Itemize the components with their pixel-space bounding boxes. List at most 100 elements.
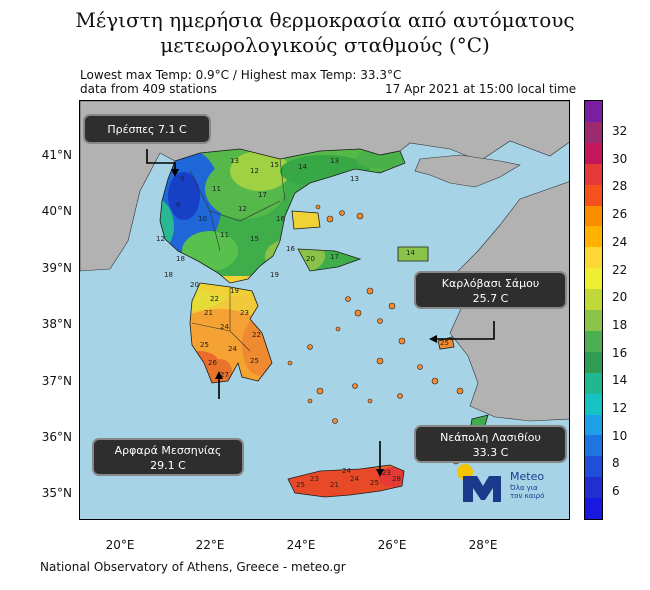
station-value: 23 <box>240 309 249 317</box>
station-values: 13 12 11 15 9 8 14 10 17 12 11 16 13 15 … <box>156 157 449 489</box>
station-value: 25 <box>250 357 259 365</box>
meteo-logo: Meteo Όλα για τον καιρό <box>455 462 565 507</box>
colorbar-tick-label: 28 <box>612 179 628 194</box>
meteo-logo-icon <box>457 464 501 502</box>
colorbar-tick-label: 32 <box>612 124 628 138</box>
lat-tick-label: 40°N <box>41 204 72 218</box>
lat-tick-label: 41°N <box>41 148 72 162</box>
callout-leader-lines <box>146 149 495 471</box>
station-value: 18 <box>164 271 173 279</box>
colorbar-segment <box>585 247 602 269</box>
colorbar-tick-label: 18 <box>612 317 628 332</box>
colorbar-tick-label: 12 <box>612 401 628 415</box>
colorbar-tick-label: 24 <box>612 234 628 249</box>
callout-neapoli-temp: 33.3 C <box>472 446 509 459</box>
colorbar-tick-label: 26 <box>612 207 628 222</box>
callout-neapoli-station: Νεάπολη Λασιθίου <box>440 431 541 444</box>
lon-tick-label: 20°E <box>105 538 135 552</box>
station-value: 24 <box>342 467 351 475</box>
colorbar-segment <box>585 330 602 353</box>
station-value: 13 <box>330 157 339 165</box>
station-value: 14 <box>406 249 415 257</box>
lon-tick-label: 26°E <box>377 538 407 552</box>
lat-tick-label: 37°N <box>41 374 72 388</box>
colorbar-segment <box>585 205 602 227</box>
colorbar-segment <box>585 121 602 144</box>
map-title-line-1: Μέγιστη ημερήσια θερμοκρασία από αυτόματ… <box>75 8 575 32</box>
colorbar-segment <box>585 393 602 415</box>
colorbar-tick-label: 6 <box>612 484 620 499</box>
station-value: 23 <box>382 469 391 477</box>
region-boundaries <box>189 158 286 352</box>
callout-arfara-station: Αρφαρά Μεσσηνίας <box>114 444 222 457</box>
map-title-line-2: μετεωρολογικούς σταθμούς (°C) <box>160 33 490 57</box>
station-value: 10 <box>198 215 207 223</box>
colorbar-tick-label: 14 <box>612 373 628 388</box>
station-value: 25 <box>440 339 449 347</box>
station-value: 8 <box>176 201 180 209</box>
station-value: 17 <box>258 191 267 199</box>
lat-tick-label: 36°N <box>41 430 72 444</box>
station-value: 16 <box>276 215 285 223</box>
station-value: 22 <box>252 331 261 339</box>
station-value: 20 <box>190 281 199 289</box>
station-value: 15 <box>270 161 279 169</box>
colorbar-tick-label: 20 <box>612 290 628 305</box>
leader-arrowheads <box>171 169 437 477</box>
datetime-text: 17 Apr 2021 at 15:00 local time <box>385 82 577 96</box>
lat-tick-label: 35°N <box>41 486 72 500</box>
station-value: 27 <box>220 371 229 379</box>
colorbar-segment <box>585 310 602 332</box>
station-value: 11 <box>220 231 229 239</box>
colorbar-segment <box>585 226 602 248</box>
colorbar-segment <box>585 435 602 457</box>
colorbar-segment <box>585 372 602 395</box>
station-value: 25 <box>296 481 305 489</box>
lon-tick-label: 24°E <box>286 538 316 552</box>
station-value: 25 <box>370 479 379 487</box>
colorbar-segment <box>585 289 602 311</box>
lon-tick-label: 28°E <box>468 538 498 552</box>
meteo-logo-word: Meteo <box>510 470 545 483</box>
colorbar-segment <box>585 498 602 520</box>
callout-karlovasi-temp: 25.7 C <box>472 292 509 305</box>
colorbar-segment <box>585 456 602 478</box>
stations-count-text: data from 409 stations <box>80 82 217 96</box>
station-value: 11 <box>212 185 221 193</box>
station-value: 12 <box>156 235 165 243</box>
station-value: 24 <box>228 345 237 353</box>
colorbar-segment <box>585 184 602 206</box>
colorbar-tick-label: 8 <box>612 456 620 471</box>
station-value: 28 <box>392 475 401 483</box>
station-value: 24 <box>350 475 359 483</box>
meteo-logo-tagline: Όλα για τον καιρό <box>510 484 545 500</box>
colorbar-segment <box>585 268 602 290</box>
station-value: 24 <box>220 323 229 331</box>
station-value: 22 <box>210 295 219 303</box>
callout-neapoli: Νεάπολη Λασιθίου 33.3 C <box>414 425 567 463</box>
colorbar-tick-label: 16 <box>612 345 628 360</box>
station-value: 21 <box>204 309 213 317</box>
lat-tick-label: 38°N <box>41 317 72 331</box>
footer-credit: National Observatory of Athens, Greece -… <box>40 560 346 574</box>
callout-arfara: Αρφαρά Μεσσηνίας 29.1 C <box>92 438 244 476</box>
callout-karlovasi: Καρλόβασι Σάμου 25.7 C <box>414 271 567 309</box>
colorbar-segment <box>585 477 602 499</box>
callout-arfara-temp: 29.1 C <box>150 459 186 472</box>
lon-tick-label: 22°E <box>195 538 225 552</box>
station-value: 13 <box>230 157 239 165</box>
station-value: 15 <box>250 235 259 243</box>
station-value: 9 <box>180 175 184 183</box>
temperature-colorbar <box>584 100 603 520</box>
colorbar-tick-label: 10 <box>612 428 628 443</box>
colorbar-segment <box>585 101 602 123</box>
callout-karlovasi-station: Καρλόβασι Σάμου <box>441 277 540 290</box>
temperature-range-text: Lowest max Temp: 0.9°C / Highest max Tem… <box>80 68 402 82</box>
station-value: 13 <box>350 175 359 183</box>
colorbar-segment <box>585 142 602 165</box>
station-value: 12 <box>250 167 259 175</box>
colorbar-segment <box>585 163 602 186</box>
station-value: 17 <box>330 253 339 261</box>
station-value: 12 <box>238 205 247 213</box>
callout-prespes-text: Πρέσπες 7.1 C <box>107 123 187 136</box>
